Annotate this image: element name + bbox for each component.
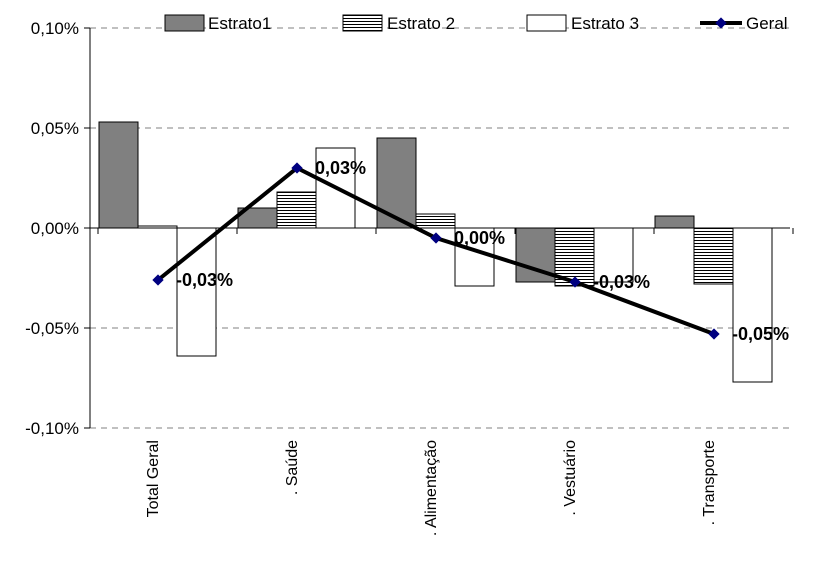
- y-tick-label: 0,00%: [31, 219, 79, 238]
- gridlines: [90, 27, 790, 429]
- legend: Estrato1 Estrato 2 Estrato 3 Geral: [164, 14, 788, 33]
- legend-swatch-0: [164, 14, 205, 32]
- legend-label-1: Estrato 2: [387, 14, 455, 33]
- category-label: . Saúde: [284, 440, 301, 495]
- geral-point-1: [291, 162, 303, 174]
- data-label-0: -0,03%: [176, 270, 233, 290]
- bar-estrato1-0: [98, 121, 139, 229]
- geral-point-0: [152, 274, 164, 286]
- bar-estrato1-4: [654, 215, 695, 229]
- data-label-3: -0,03%: [593, 272, 650, 292]
- y-tick-label: 0,10%: [31, 19, 79, 38]
- y-tick-label: -0,10%: [25, 419, 79, 438]
- geral-point-2: [430, 232, 442, 244]
- category-label: . Vestuário: [562, 440, 579, 516]
- y-tick-label: 0,05%: [31, 119, 79, 138]
- bar-estrato2-2: [415, 213, 456, 229]
- y-tick-label: -0,05%: [25, 319, 79, 338]
- bar-estrato3-4: [732, 227, 773, 383]
- category-label: . Alimentação: [423, 440, 440, 536]
- data-labels: -0,03% 0,03% 0,00% -0,03% -0,05%: [176, 158, 789, 344]
- legend-label-0: Estrato1: [208, 14, 271, 33]
- axes: 0,10% 0,05% 0,00% -0,05% -0,10% Total Geral . …: [25, 19, 794, 536]
- data-label-1: 0,03%: [315, 158, 366, 178]
- legend-swatch-1: [342, 14, 383, 32]
- legend-marker-3: [715, 17, 727, 29]
- category-label: Total Geral: [145, 440, 162, 517]
- bar-estrato2-1: [276, 191, 317, 229]
- data-label-2: 0,00%: [454, 228, 505, 248]
- geral-line: [152, 162, 720, 340]
- legend-swatch-2: [526, 14, 567, 32]
- data-label-4: -0,05%: [732, 324, 789, 344]
- category-label: . Transporte: [701, 440, 718, 525]
- geral-point-4: [708, 328, 720, 340]
- bar-estrato3-3: [593, 227, 634, 283]
- legend-label-2: Estrato 3: [571, 14, 639, 33]
- geral-point-3: [569, 276, 581, 288]
- bar-estrato2-4: [693, 227, 734, 285]
- bar-estrato1-2: [376, 137, 417, 229]
- legend-label-3: Geral: [746, 14, 788, 33]
- bars: [98, 121, 773, 383]
